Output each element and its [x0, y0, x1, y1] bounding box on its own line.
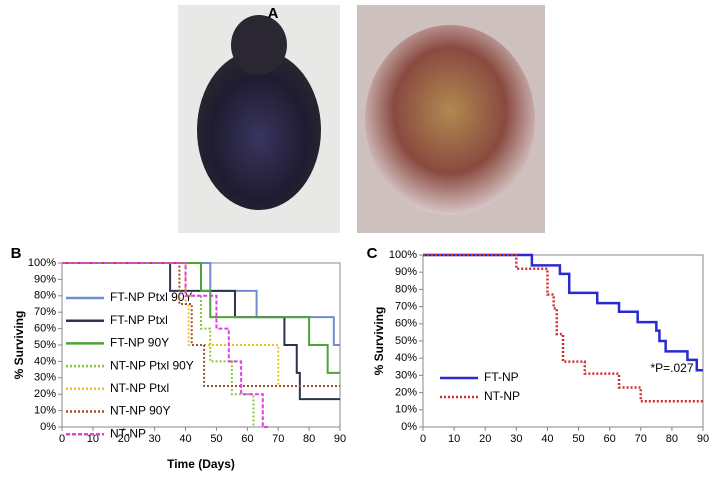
y-tick-label: 10%	[34, 405, 56, 417]
photo-right	[357, 5, 545, 233]
y-tick-label: 30%	[395, 369, 417, 381]
x-tick-label: 90	[697, 433, 709, 445]
x-axis-label: Time (Days)	[167, 457, 235, 471]
legend-label: FT-NP 90Y	[110, 336, 169, 350]
photo-left	[178, 5, 340, 233]
panel-label: A	[268, 5, 279, 22]
y-tick-label: 60%	[395, 318, 417, 330]
x-tick-label: 60	[604, 433, 616, 445]
x-tick-label: 30	[510, 433, 522, 445]
survival-line	[62, 262, 340, 387]
legend-label: NT-NP	[110, 426, 146, 440]
y-tick-label: 30%	[34, 372, 56, 384]
y-tick-label: 90%	[395, 266, 417, 278]
y-tick-label: 40%	[395, 352, 417, 364]
y-tick-label: 20%	[34, 388, 56, 400]
x-tick-label: 50	[572, 433, 584, 445]
y-tick-label: 0%	[401, 421, 417, 433]
y-tick-label: 40%	[34, 355, 56, 367]
survival-line	[62, 262, 269, 428]
legend-label: FT-NP Ptxl 90Y	[110, 290, 192, 304]
legend-label: NT-NP 90Y	[110, 404, 170, 418]
x-tick-label: 70	[272, 433, 284, 445]
legend-label: NT-NP Ptxl 90Y	[110, 358, 194, 372]
y-tick-label: 50%	[395, 335, 417, 347]
y-tick-label: 90%	[34, 273, 56, 285]
panel-label: C	[367, 245, 378, 262]
y-axis-label: % Surviving	[12, 311, 26, 380]
x-tick-label: 10	[87, 433, 99, 445]
y-tick-label: 50%	[34, 339, 56, 351]
survival-line	[62, 262, 340, 401]
survival-line	[423, 253, 703, 403]
survival-line	[62, 262, 340, 387]
y-tick-label: 100%	[389, 249, 417, 261]
x-tick-label: 70	[635, 433, 647, 445]
x-tick-label: 80	[666, 433, 678, 445]
x-tick-label: 40	[541, 433, 553, 445]
x-tick-label: 40	[179, 433, 191, 445]
y-tick-label: 70%	[395, 301, 417, 313]
legend-label: FT-NP	[484, 370, 519, 384]
x-tick-label: 30	[149, 433, 161, 445]
x-tick-label: 50	[210, 433, 222, 445]
x-tick-label: 20	[118, 433, 130, 445]
y-tick-label: 80%	[34, 290, 56, 302]
x-tick-label: 10	[448, 433, 460, 445]
y-tick-label: 20%	[395, 387, 417, 399]
y-tick-label: 0%	[40, 421, 56, 433]
legend-label: FT-NP Ptxl	[110, 313, 168, 327]
legend-label: NT-NP Ptxl	[110, 381, 169, 395]
x-tick-label: 80	[303, 433, 315, 445]
y-tick-label: 70%	[34, 306, 56, 318]
survival-line	[423, 253, 703, 372]
survival-line	[62, 262, 340, 346]
y-tick-label: 80%	[395, 283, 417, 295]
y-tick-label: 60%	[34, 323, 56, 335]
x-tick-label: 0	[420, 433, 426, 445]
x-tick-label: 90	[334, 433, 346, 445]
x-tick-label: 0	[59, 433, 65, 445]
legend-label: NT-NP	[484, 389, 520, 403]
x-tick-label: 60	[241, 433, 253, 445]
y-axis-label: % Surviving	[372, 307, 386, 376]
panel-label: B	[11, 245, 22, 262]
annotation: *P=.027	[650, 361, 693, 375]
y-tick-label: 10%	[395, 404, 417, 416]
y-tick-label: 100%	[28, 257, 56, 269]
x-tick-label: 20	[479, 433, 491, 445]
survival-line	[62, 262, 340, 374]
